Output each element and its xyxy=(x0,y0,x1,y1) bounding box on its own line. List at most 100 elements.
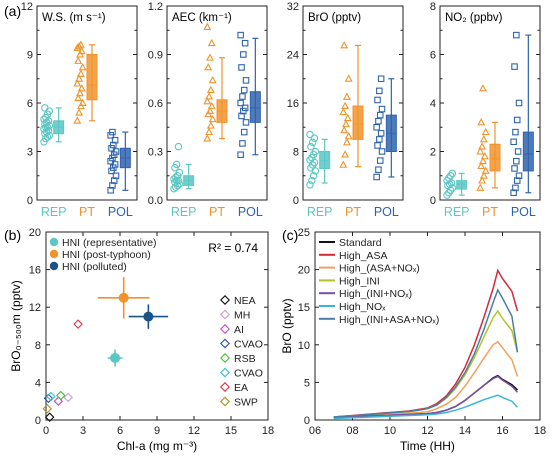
y-tick-label: 6 xyxy=(27,98,33,110)
data-point xyxy=(310,134,319,142)
data-point xyxy=(308,138,317,147)
data-point xyxy=(175,168,184,177)
data-point xyxy=(376,111,384,119)
y-tick-label: 12 xyxy=(29,302,41,314)
data-point xyxy=(78,63,87,71)
data-point xyxy=(476,183,485,191)
box-group-pol xyxy=(373,75,397,181)
data-point xyxy=(481,166,490,174)
x-tick-label: 12 xyxy=(188,425,200,437)
y-tick-label: 15 xyxy=(298,302,310,314)
data-point xyxy=(240,51,247,58)
data-point xyxy=(344,131,353,140)
data-point xyxy=(204,63,213,71)
data-point xyxy=(241,104,249,112)
data-point xyxy=(378,105,386,113)
y-tick-label: 2 xyxy=(430,147,436,159)
data-point xyxy=(208,114,217,123)
data-point xyxy=(340,125,349,134)
data-point xyxy=(374,96,381,104)
data-point xyxy=(77,84,86,92)
y-tick-label: 24 xyxy=(287,50,299,62)
site-point xyxy=(44,412,55,422)
data-point xyxy=(375,117,382,125)
data-point xyxy=(344,74,353,82)
data-point xyxy=(40,115,48,123)
data-point xyxy=(172,160,181,169)
data-point xyxy=(306,130,314,139)
data-point xyxy=(378,148,386,155)
y-tick-label: 0 xyxy=(35,415,41,427)
data-point xyxy=(206,53,214,61)
data-point xyxy=(308,176,316,185)
legend-label: High_NOₓ xyxy=(339,301,386,313)
box-iqr xyxy=(489,143,501,172)
panel-title: BrO (pptv) xyxy=(308,12,361,24)
x-tick-label: 06 xyxy=(309,425,321,437)
site-legend-label: EA xyxy=(234,382,248,394)
y-tick-label: 20 xyxy=(298,265,310,277)
panel-label-a: (a) xyxy=(4,3,21,19)
x-tick-label: 0 xyxy=(43,425,49,437)
data-point xyxy=(339,160,348,168)
data-point xyxy=(511,63,518,70)
legend-label: HNI (polluted) xyxy=(62,261,127,273)
y-tick-label: 0 xyxy=(430,195,436,207)
data-point xyxy=(375,166,382,173)
hni-point xyxy=(110,352,121,363)
x-category-label: POL xyxy=(238,205,263,219)
data-point xyxy=(75,42,84,50)
site-legend-marker xyxy=(220,295,230,305)
data-point xyxy=(340,41,349,49)
box-panel-2: 0.0 0.3 0.6 0.9 1.2 AEC (km⁻¹) REP PT POL xyxy=(148,1,268,219)
data-point xyxy=(76,69,85,77)
x-tick-label: 6 xyxy=(117,425,123,437)
data-point xyxy=(237,31,244,39)
data-point xyxy=(511,165,518,172)
data-point xyxy=(343,113,352,122)
data-point xyxy=(479,84,487,92)
site-legend-marker xyxy=(220,324,230,334)
data-point xyxy=(174,142,183,151)
y-tick-label: 5 xyxy=(304,377,310,389)
site-legend-label: CVAO xyxy=(234,339,263,351)
data-point xyxy=(377,130,385,137)
site-legend-marker xyxy=(220,382,230,392)
y-tick-label: 4 xyxy=(35,377,41,389)
y-tick-label: 8 xyxy=(293,147,299,159)
data-point xyxy=(515,172,523,180)
x-category-label: POL xyxy=(374,205,399,219)
data-point xyxy=(107,187,114,194)
y-tick-label: 8 xyxy=(35,340,41,352)
data-point xyxy=(342,138,351,146)
site-legend-marker xyxy=(220,338,230,349)
data-point xyxy=(510,138,517,146)
series-line-4 xyxy=(333,309,519,418)
data-point xyxy=(373,123,380,131)
legend-marker xyxy=(49,249,59,259)
data-point xyxy=(109,128,116,136)
site-point xyxy=(42,403,53,414)
data-point xyxy=(239,140,246,147)
data-point xyxy=(339,107,348,116)
y-tick-label: 0 xyxy=(293,195,299,207)
data-point xyxy=(307,142,315,151)
y-tick-label: 3 xyxy=(27,147,33,159)
scatter-panel: 0 3 6 9 12 15 18 0 4 8 12 16 20 Chl-a (mg m⁻³) BrO₀₋₅₀… xyxy=(9,227,274,453)
data-point xyxy=(172,173,180,182)
y-tick-label: 0.3 xyxy=(148,147,163,159)
y-tick-label: 32 xyxy=(287,1,299,13)
site-point xyxy=(46,391,56,402)
y-tick-label: 10 xyxy=(298,340,310,352)
y-tick-label: 1.2 xyxy=(148,1,163,13)
box-group-pt xyxy=(476,84,501,191)
data-point xyxy=(75,74,84,82)
legend-label: High_(ASA+NOₓ) xyxy=(339,263,420,275)
x-tick-label: 10 xyxy=(384,425,396,437)
data-point xyxy=(311,147,320,156)
legend-label: HNI (post-typhoon) xyxy=(62,249,151,261)
panel-title: W.S. (m s⁻¹) xyxy=(42,12,106,24)
hni-point xyxy=(118,292,129,303)
legend-label: Standard xyxy=(339,237,382,249)
data-point xyxy=(376,136,383,143)
